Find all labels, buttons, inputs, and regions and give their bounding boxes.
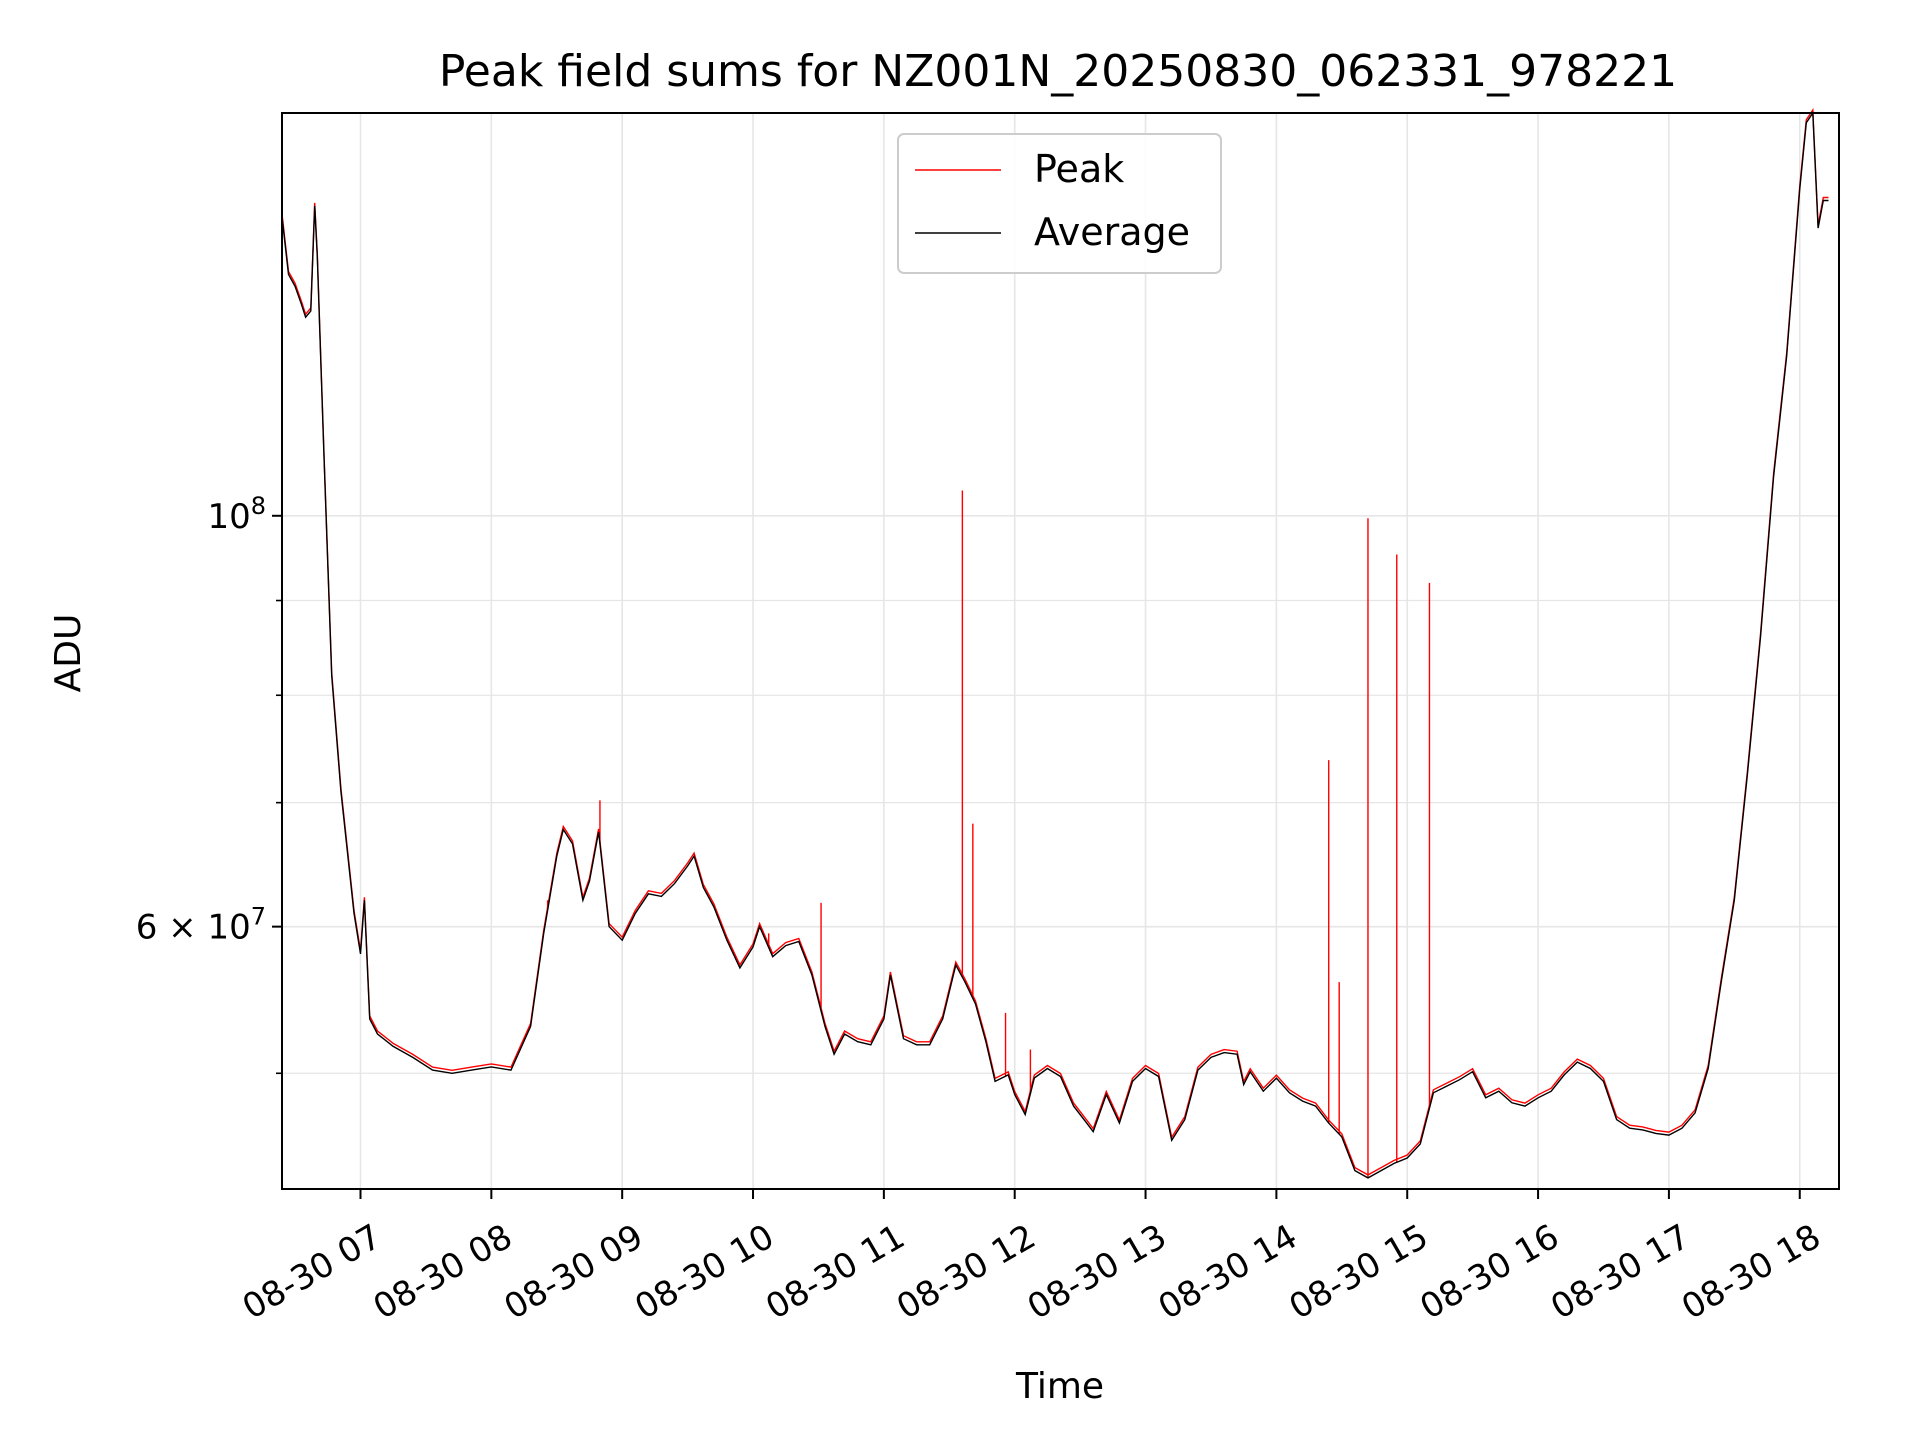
y-axis-ticks: 108 6 × 107: [136, 492, 282, 1075]
legend-average-label: Average: [1034, 210, 1190, 254]
peak-series: [281, 107, 1829, 1178]
chart-title: Peak field sums for NZ001N_20250830_0623…: [439, 46, 1677, 97]
legend: Peak Average: [897, 133, 1222, 274]
x-axis-label: Time: [1015, 1366, 1104, 1407]
grid-lines: [282, 113, 1839, 1189]
peak-line: [281, 107, 1829, 1176]
y-tick-label: 108: [207, 492, 266, 537]
y-axis-label: ADU: [48, 614, 89, 693]
average-series: [281, 110, 1829, 1179]
legend-peak-label: Peak: [1034, 147, 1124, 191]
legend-box: [897, 133, 1222, 274]
plot-frame: [281, 112, 1840, 1190]
average-line: [281, 110, 1829, 1179]
y-tick-label: 6 × 107: [136, 903, 266, 948]
